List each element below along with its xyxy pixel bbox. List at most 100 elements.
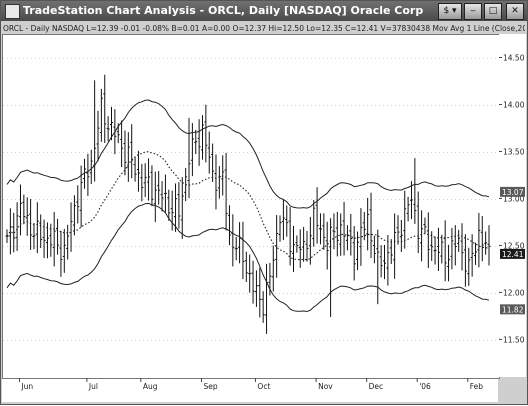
price-marker-label: 12.41 (502, 250, 524, 259)
price-bar (153, 171, 157, 223)
price-bar (366, 197, 370, 251)
price-tick-label: 13.00 (503, 194, 525, 203)
price-tick-label: 12.50 (503, 241, 525, 250)
price-bar (187, 117, 191, 199)
price-tick-label: 11.50 (503, 335, 525, 344)
price-bar (32, 223, 36, 250)
window-title: TradeStation Chart Analysis - ORCL, Dail… (23, 4, 424, 17)
price-bar (383, 245, 387, 280)
price-bar (376, 229, 380, 305)
date-axis[interactable]: Jun Jul Aug Sep Oct Nov Dec '06 Feb (2, 378, 498, 402)
price-bar (217, 166, 221, 199)
price-bar (15, 202, 19, 251)
price-bar (271, 245, 275, 292)
price-bar (96, 110, 100, 162)
price-bar (342, 201, 346, 256)
price-bar (318, 213, 322, 245)
price-bar (126, 132, 130, 182)
price-chart-area[interactable] (2, 34, 500, 379)
price-bar (254, 270, 258, 307)
price-bar (59, 230, 63, 277)
price-axis[interactable]: 11.50 12.00 12.50 13.00 13.50 14.00 14.50 13.07… (499, 34, 526, 377)
date-tick-label: Dec (369, 382, 384, 391)
symbol-info-bar: ORCL - Daily NASDAQ L=12.39 -0.01 -0.08%… (3, 24, 525, 33)
price-bar (386, 234, 390, 286)
price-bar (207, 131, 211, 174)
price-bar (42, 219, 46, 259)
price-bar (52, 211, 56, 267)
price-bar (285, 205, 289, 237)
price-bar (426, 212, 430, 269)
minimize-button[interactable]: ‒ (464, 3, 482, 20)
upper-envelope-line (6, 99, 490, 209)
price-bar (349, 213, 353, 256)
price-bar (305, 230, 309, 262)
price-bar (356, 231, 360, 271)
price-bar (143, 163, 147, 198)
price-bar (406, 196, 410, 222)
lower-envelope-line (6, 202, 490, 313)
price-bar (99, 88, 103, 142)
price-bar (275, 215, 279, 278)
title-bar[interactable]: TradeStation Chart Analysis - ORCL, Dail… (1, 1, 527, 21)
price-bar (302, 226, 306, 262)
close-button[interactable]: ✕ (506, 3, 524, 20)
price-bar (420, 210, 424, 262)
price-bar (339, 213, 343, 256)
price-bar (453, 225, 457, 266)
price-bar (329, 218, 333, 318)
price-tick-label: 14.00 (503, 100, 525, 109)
price-bar (308, 216, 312, 265)
price-bar (470, 234, 474, 277)
price-bar (211, 143, 215, 183)
date-tick-label: Jul (88, 382, 98, 391)
price-bar (403, 190, 407, 249)
price-bar (288, 207, 292, 266)
price-bar (194, 129, 198, 155)
price-bar (399, 219, 403, 252)
price-bar (76, 185, 80, 224)
symbol-menu-button[interactable]: $ ▾ (438, 3, 462, 20)
price-bar (89, 149, 93, 185)
price-bar (133, 157, 137, 182)
price-bar (423, 217, 427, 234)
price-bar (433, 236, 437, 265)
price-bar (140, 163, 144, 202)
price-bar (234, 237, 238, 261)
price-bar (430, 231, 434, 261)
price-chart-svg (3, 58, 499, 341)
price-bar (484, 231, 488, 255)
price-bar (160, 181, 164, 212)
price-bar (200, 115, 204, 160)
date-tick-label: Sep (203, 382, 217, 391)
price-bar (450, 227, 454, 270)
date-tick-label: Jun (20, 382, 33, 391)
price-bar (170, 190, 174, 231)
price-bar (5, 229, 9, 243)
maximize-button[interactable]: □ (484, 3, 502, 20)
price-bar (362, 211, 366, 241)
price-bar (106, 116, 110, 142)
price-bar (18, 184, 22, 236)
price-bar (332, 213, 336, 250)
price-bar (460, 223, 464, 271)
price-bar (123, 130, 127, 176)
price-bar (409, 181, 413, 220)
price-bar (109, 106, 113, 141)
price-bar (251, 260, 255, 304)
moving-average-line (6, 151, 490, 261)
price-bar (345, 225, 349, 251)
price-bar (204, 104, 208, 163)
price-bar (231, 214, 235, 267)
price-bar (197, 119, 201, 166)
price-bar (487, 225, 491, 266)
price-bar (190, 123, 194, 177)
price-bar (180, 177, 184, 239)
price-bar (214, 154, 218, 210)
price-bar (440, 234, 444, 264)
price-bar (369, 192, 373, 259)
price-bar (157, 171, 161, 205)
date-tick-label: Aug (143, 382, 158, 391)
price-bar (150, 165, 154, 207)
price-bar (416, 191, 420, 254)
